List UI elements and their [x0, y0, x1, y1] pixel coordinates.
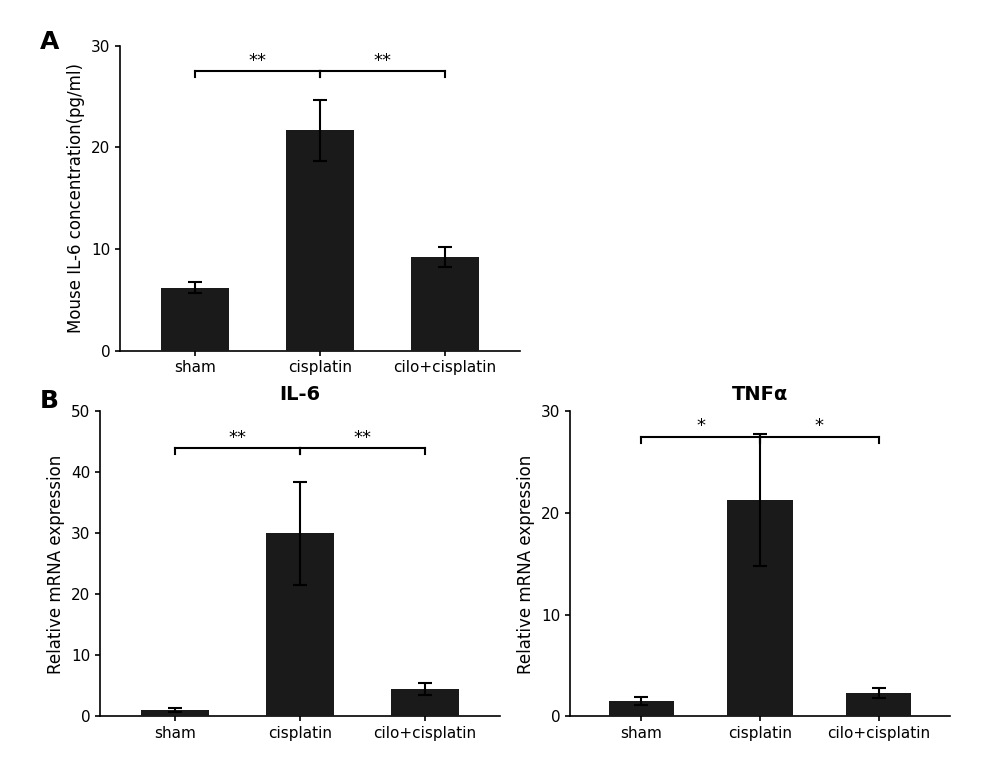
Title: TNFα: TNFα: [732, 386, 788, 405]
Title: IL-6: IL-6: [279, 386, 321, 405]
Text: **: **: [374, 52, 392, 69]
Bar: [846, 693, 911, 716]
Text: **: **: [248, 52, 266, 69]
Bar: [141, 710, 209, 716]
Y-axis label: Relative mRNA expression: Relative mRNA expression: [47, 454, 65, 674]
Text: **: **: [228, 428, 246, 447]
Bar: [727, 500, 793, 716]
Text: B: B: [40, 389, 59, 412]
Bar: [286, 130, 354, 351]
Bar: [161, 287, 229, 351]
Text: A: A: [40, 30, 59, 54]
Bar: [411, 257, 479, 351]
Bar: [266, 533, 334, 716]
Text: *: *: [696, 418, 705, 435]
Y-axis label: Relative mRNA expression: Relative mRNA expression: [517, 454, 535, 674]
Y-axis label: Mouse IL-6 concentration(pg/ml): Mouse IL-6 concentration(pg/ml): [67, 63, 85, 333]
Bar: [391, 689, 459, 716]
Text: *: *: [815, 418, 824, 435]
Text: **: **: [354, 428, 372, 447]
Bar: [609, 701, 674, 716]
